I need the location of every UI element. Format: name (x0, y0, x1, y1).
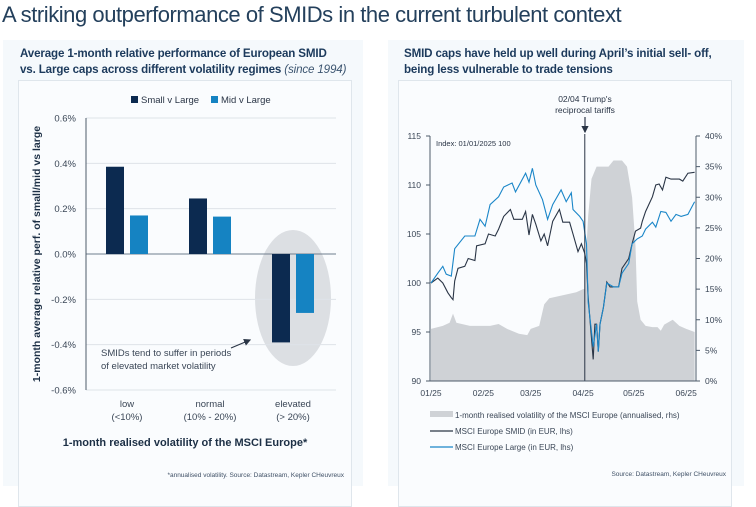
line-chart: 90 95 100 105 110 115 0% 5% 10% 15% 20% 25% 30% 35% 40… (407, 94, 727, 478)
y-tick-label: 0.6% (54, 114, 76, 125)
y-tick-label: 0.2% (54, 204, 76, 215)
legend-label: 1-month realised volatility of the MSCI … (455, 411, 680, 420)
category-label: elevated (275, 399, 311, 410)
left-tick-label: 105 (407, 229, 421, 239)
large-line (430, 168, 696, 352)
category-sublabel: (10% - 20%) (184, 412, 237, 423)
right-title-line2: being less vulnerable to trade tensions (404, 63, 613, 76)
left-title-line2-wrap: vs. Large caps across different volatili… (20, 62, 346, 78)
y-tick-label: -0.6% (51, 386, 76, 397)
x-tick-label: 05/25 (623, 388, 645, 398)
left-title-line2: vs. Large caps across different volatili… (20, 63, 282, 76)
legend-label: Small v Large (141, 95, 199, 106)
legend-swatch-volatility (430, 411, 453, 417)
x-tick-label: 04/25 (572, 388, 594, 398)
category-label: normal (195, 399, 224, 410)
source-note: Source: Datastream, Kepler CHeuvreux (611, 471, 726, 478)
category-sublabel: (<10%) (112, 412, 143, 423)
y-axis-label: 1-month average relative perf. of small/… (31, 126, 43, 382)
annotation-line1: SMIDs tend to suffer in periods (101, 348, 231, 359)
right-tick-label: 5% (705, 345, 718, 355)
left-chart-title: Average 1-month relative performance of … (20, 46, 346, 78)
y-tick-label: 0.4% (54, 159, 76, 170)
y-tick-label: 0.0% (54, 250, 76, 261)
left-title-line1: Average 1-month relative performance of … (20, 47, 327, 60)
bar-small-normal (189, 198, 207, 254)
right-tick-label: 30% (705, 192, 722, 202)
category-label: low (120, 399, 134, 410)
annotation-line2: of elevated market volatility (101, 361, 216, 372)
right-tick-label: 10% (705, 315, 722, 325)
index-note: Index: 01/01/2025 100 (436, 139, 511, 148)
event-label-line2: reciprocal tariffs (555, 105, 615, 115)
x-axis-label: 1-month realised volatility of the MSCI … (63, 437, 308, 449)
right-title-line1: SMID caps have held up well during April… (404, 47, 712, 60)
legend-swatch (131, 96, 138, 103)
x-tick-label: 02/25 (473, 388, 495, 398)
x-tick-label: 06/25 (676, 388, 698, 398)
left-title-italic: (since 1994) (284, 63, 347, 76)
bar-mid-elevated (296, 254, 314, 313)
left-tick-label: 115 (407, 131, 421, 141)
right-tick-label: 25% (705, 223, 722, 233)
category-sublabel: (> 20%) (276, 412, 310, 423)
legend-label: Mid v Large (221, 95, 271, 106)
bar-mid-low (130, 215, 148, 254)
right-tick-label: 40% (705, 131, 722, 141)
right-tick-label: 0% (705, 376, 718, 386)
right-tick-label: 15% (705, 284, 722, 294)
bar-small-low (106, 166, 124, 254)
left-tick-label: 110 (407, 180, 421, 190)
footnote: *annualised volatility. Source: Datastre… (167, 472, 344, 479)
bar-chart: 0.6% 0.4% 0.2% 0.0% -0.2% -0.4% -0.6% low (<10%… (31, 95, 345, 479)
x-tick-label: 03/25 (520, 388, 542, 398)
volatility-area (431, 160, 695, 381)
legend-swatch (211, 96, 218, 103)
bar-mid-normal (213, 216, 231, 254)
x-tick-label: 01/25 (420, 388, 442, 398)
page-title: A striking outperformance of SMIDs in th… (2, 2, 622, 27)
y-tick-label: -0.4% (51, 340, 76, 351)
right-chart-title: SMID caps have held up well during April… (404, 46, 712, 78)
right-tick-label: 35% (705, 162, 722, 172)
legend-label: MSCI Europe SMID (in EUR, lhs) (455, 427, 573, 436)
right-tick-label: 20% (705, 254, 722, 264)
event-label-line1: 02/04 Trump's (558, 94, 612, 104)
y-tick-label: -0.2% (51, 295, 76, 306)
left-tick-label: 90 (412, 376, 422, 386)
bar-small-elevated (272, 254, 290, 343)
annotation-arrow (230, 339, 252, 349)
left-tick-label: 100 (407, 278, 421, 288)
charts-canvas: 0.6% 0.4% 0.2% 0.0% -0.2% -0.4% -0.6% low (<10%… (31, 94, 727, 479)
legend-label: MSCI Europe Large (in EUR, lhs) (455, 443, 574, 452)
smid-line (430, 171, 695, 360)
elevated-highlight-ellipse (255, 230, 331, 366)
left-tick-label: 95 (412, 327, 422, 337)
